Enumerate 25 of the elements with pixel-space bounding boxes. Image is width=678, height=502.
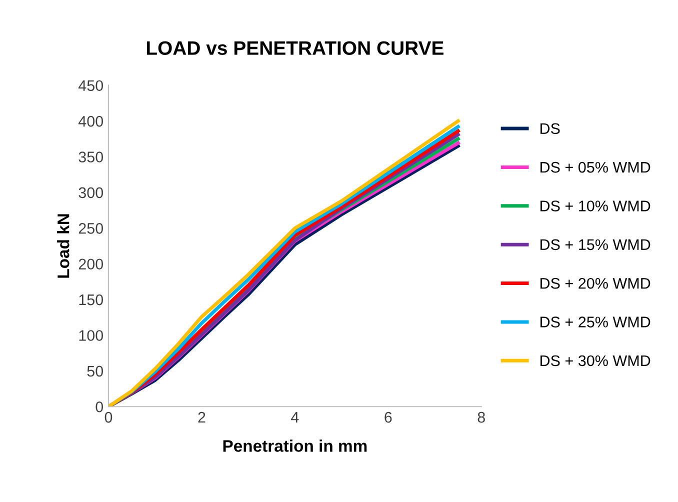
y-tick-label: 350 [78,152,104,162]
legend-label: DS + 15% WMD [540,239,650,250]
x-tick-label: 6 [384,412,392,423]
legend-label: DS + 30% WMD [540,355,650,366]
y-tick-label: 150 [79,294,104,306]
y-axis-title: Load kN [57,214,70,278]
chart-title: LOAD vs PENETRATION CURVE [146,41,444,55]
legend-label: DS + 10% WMD [540,200,650,212]
y-tick-label: 300 [78,187,104,198]
y-tick-label: 0 [96,401,104,412]
legend-label: DS [540,123,560,134]
x-tick-label: 0 [104,412,112,423]
x-axis-title: Penetration in mm [223,440,367,452]
legend-label: DS + 25% WMD [540,316,650,328]
y-tick-label: 400 [78,116,104,127]
legend-label: DS + 20% WMD [540,278,650,289]
legend-label: DS + 05% WMD [540,162,650,173]
x-tick-label: 4 [291,412,299,423]
y-tick-label: 450 [78,80,104,92]
y-tick-label: 200 [78,258,104,270]
x-tick-label: 2 [198,412,206,423]
x-tick-label: 8 [478,412,485,423]
y-tick-label: 100 [79,330,104,341]
y-tick-label: 250 [78,223,104,234]
y-tick-label: 50 [87,366,104,377]
